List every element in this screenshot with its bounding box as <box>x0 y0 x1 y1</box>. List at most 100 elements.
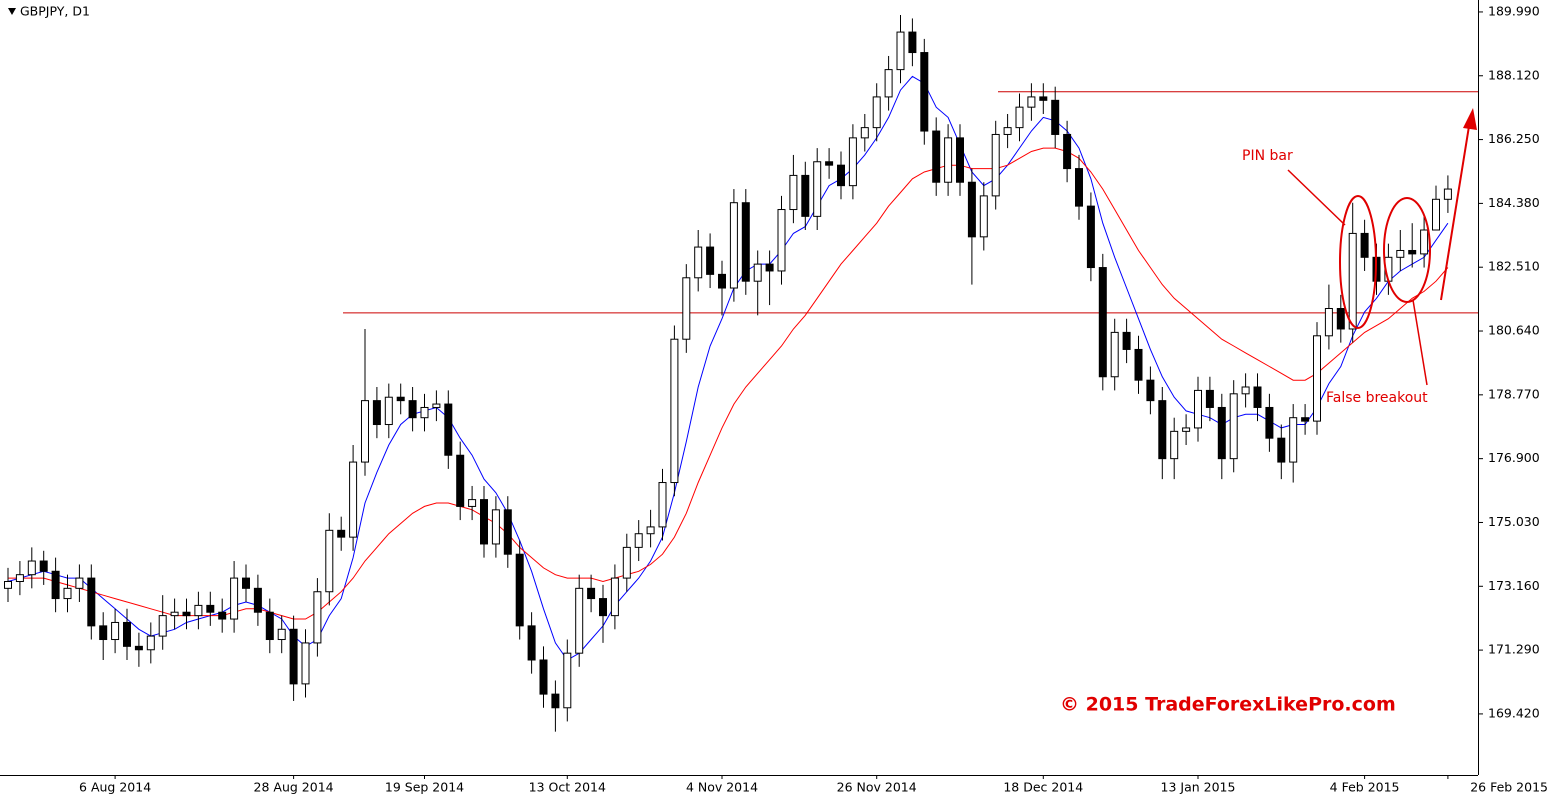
candle-body <box>729 202 738 289</box>
candle-body <box>694 246 703 279</box>
candle-body <box>1229 393 1238 460</box>
candle-body <box>1313 335 1321 422</box>
candle-body <box>991 133 1000 197</box>
y-tick-label: 180.640 <box>1488 323 1540 338</box>
candle-body <box>218 611 227 620</box>
y-tick-label: 184.380 <box>1488 195 1540 210</box>
candle-body <box>480 499 488 545</box>
moving-average <box>7 75 1449 661</box>
menu-arrow[interactable] <box>8 8 16 15</box>
candle-body <box>396 396 405 402</box>
candle-body <box>325 529 334 593</box>
annotation: False breakout <box>1326 390 1428 406</box>
candle-body <box>1301 417 1310 422</box>
candle-body <box>1396 249 1405 258</box>
y-tick-label: 189.990 <box>1488 3 1540 18</box>
candle-body <box>361 400 369 463</box>
candle-body <box>39 560 48 572</box>
candle-body <box>527 625 536 661</box>
candle-body <box>408 400 417 419</box>
candle-body <box>872 96 881 129</box>
y-tick-label: 175.030 <box>1488 514 1540 529</box>
candle-body <box>587 587 596 600</box>
candle-body <box>825 161 834 166</box>
candle-body <box>860 127 869 139</box>
candle-body <box>658 482 667 528</box>
candle-body <box>265 611 274 641</box>
copyright: © 2015 TradeForexLikePro.com <box>1060 694 1396 716</box>
candle-body <box>1420 229 1429 255</box>
candle-body <box>848 137 857 187</box>
y-tick-label: 186.250 <box>1488 131 1540 146</box>
candle-body <box>456 454 465 507</box>
candle-body <box>51 570 60 600</box>
candle-body <box>622 546 631 579</box>
x-tick-label: 26 Nov 2014 <box>837 780 917 795</box>
candle-body <box>1015 106 1024 129</box>
candle-body <box>1336 307 1345 330</box>
candle-body <box>4 581 12 589</box>
candle-body <box>432 403 441 408</box>
candle-body <box>289 628 298 685</box>
candle-body <box>967 181 976 238</box>
candle-body <box>706 246 715 275</box>
candle-body <box>420 406 429 419</box>
candle-body <box>230 577 239 620</box>
candle-body <box>1265 406 1274 439</box>
candle-body <box>979 195 988 238</box>
candle-body <box>920 52 929 132</box>
candle-body <box>1027 96 1036 108</box>
candle-body <box>718 273 726 289</box>
candle-body <box>1110 331 1119 378</box>
candle-body <box>111 621 120 641</box>
candle-body <box>610 577 619 617</box>
candle-body <box>1194 389 1202 429</box>
y-tick-label: 176.900 <box>1488 450 1540 465</box>
candle-body <box>777 209 786 272</box>
candle-body <box>170 611 179 617</box>
candle-body <box>63 587 72 600</box>
candle-body <box>123 621 131 647</box>
candle-body <box>372 400 381 426</box>
candle-body <box>1443 188 1452 200</box>
candle-body <box>682 277 691 340</box>
candle-body <box>1360 232 1369 258</box>
candle-body <box>944 137 953 183</box>
candle-body <box>575 587 584 654</box>
candle-body <box>158 615 167 637</box>
candle-body <box>301 642 310 685</box>
candle-body <box>1086 205 1095 269</box>
trend-arrow <box>1440 119 1471 301</box>
candle-body <box>313 591 322 644</box>
candle-body <box>551 693 560 709</box>
candle-body <box>182 611 191 617</box>
candle-body <box>539 659 548 695</box>
candle-body <box>956 137 964 183</box>
candle-body <box>765 263 774 272</box>
candle-body <box>206 604 215 613</box>
candle-body <box>384 396 393 426</box>
candle-body <box>1134 348 1143 381</box>
pin-bar-ellipse <box>1339 195 1377 329</box>
pointer <box>1287 169 1346 226</box>
candle-body <box>837 164 845 187</box>
x-tick-label: 4 Nov 2014 <box>686 780 758 795</box>
candle-body <box>908 31 917 54</box>
arrow-head <box>1463 108 1477 130</box>
x-tick-label: 26 Feb 2015 <box>1470 780 1548 795</box>
x-tick-label: 19 Sep 2014 <box>385 780 464 795</box>
candle-body <box>1075 168 1083 207</box>
candle-body <box>1217 406 1226 460</box>
candle-body <box>1158 400 1167 460</box>
candle-body <box>87 577 96 627</box>
y-tick-label: 178.770 <box>1488 386 1540 401</box>
candle-body <box>99 625 108 641</box>
candle-body <box>741 202 750 282</box>
candle-body <box>670 338 679 484</box>
x-tick-label: 18 Dec 2014 <box>1003 780 1083 795</box>
candle-body <box>1348 232 1357 330</box>
candle-body <box>194 604 203 617</box>
candle-body <box>1432 198 1440 231</box>
